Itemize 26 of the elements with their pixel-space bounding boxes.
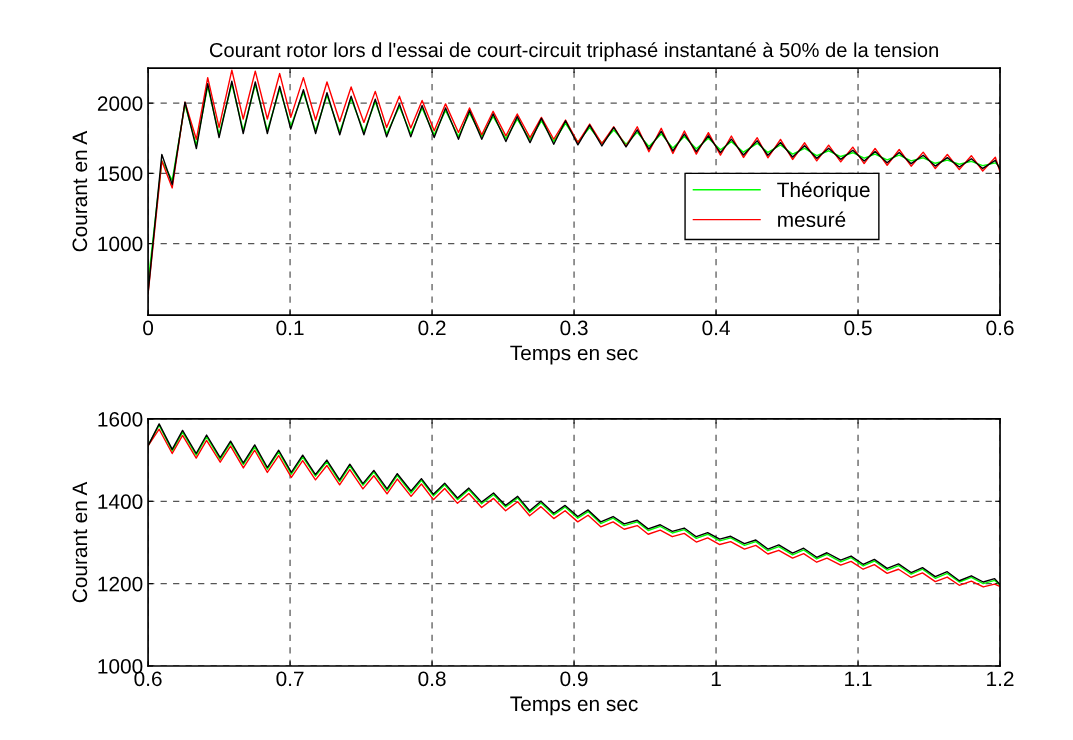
x-tick-label: 0.6: [986, 320, 1014, 336]
y-tick-label: 1600: [98, 411, 143, 427]
chart-title: Courant rotor lors d l'essai de court-circuit triphasé instantané à 50% de la tension: [209, 42, 938, 62]
y-tick-label: 1200: [98, 576, 143, 592]
x-axis-title: Temps en sec: [510, 696, 638, 716]
x-tick-label: 0.3: [560, 320, 588, 336]
y-tick-label: 1000: [98, 236, 143, 252]
legend-label: Théorique: [777, 181, 870, 202]
x-tick-label: 0.7: [276, 671, 304, 687]
x-tick-label: 0.4: [702, 320, 730, 336]
x-tick-label: 0.1: [276, 320, 304, 336]
y-axis-title: Courant en A: [72, 481, 88, 603]
x-tick-label: 1.1: [845, 671, 872, 686]
x-tick-label: 1: [711, 671, 721, 686]
x-tick-label: 0.5: [844, 320, 872, 336]
x-tick-label: 1.2: [987, 671, 1014, 686]
x-axis-title: Temps en sec: [510, 345, 638, 365]
y-tick-label: 1500: [98, 166, 143, 182]
y-tick-label: 1400: [98, 494, 143, 510]
x-tick-label: 0.2: [418, 320, 446, 336]
y-axis-title: Courant en A: [72, 130, 88, 252]
x-tick-label: 0: [143, 320, 154, 336]
x-tick-label: 0.8: [418, 671, 446, 687]
y-tick-label: 2000: [97, 96, 143, 111]
x-tick-label: 0.9: [560, 671, 588, 687]
legend-label: mesuré: [778, 211, 846, 228]
